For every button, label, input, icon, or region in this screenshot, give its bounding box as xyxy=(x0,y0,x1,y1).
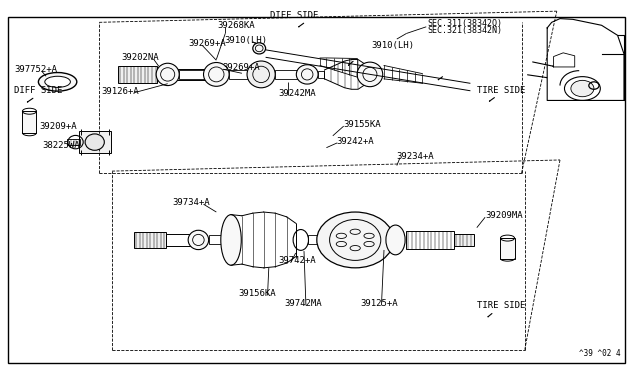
Bar xyxy=(406,231,454,249)
Text: SEC.321(38342N): SEC.321(38342N) xyxy=(428,26,502,35)
Text: 397752+A: 397752+A xyxy=(14,65,57,74)
Ellipse shape xyxy=(188,230,209,250)
Text: 39734+A: 39734+A xyxy=(173,198,211,207)
Text: 39269+A: 39269+A xyxy=(189,39,227,48)
Bar xyxy=(79,131,111,153)
Bar xyxy=(134,232,166,248)
Ellipse shape xyxy=(38,73,77,91)
Text: 39742+A: 39742+A xyxy=(278,256,316,265)
Ellipse shape xyxy=(247,61,275,88)
Ellipse shape xyxy=(317,212,394,268)
Text: 39242+A: 39242+A xyxy=(336,137,374,146)
Bar xyxy=(157,69,218,80)
Text: 39209+A: 39209+A xyxy=(40,122,77,131)
Text: 39269+A: 39269+A xyxy=(223,63,260,72)
Text: DIFF SIDE: DIFF SIDE xyxy=(14,86,63,95)
Text: 38225WA: 38225WA xyxy=(42,141,80,150)
Bar xyxy=(67,139,80,145)
Bar xyxy=(118,66,157,83)
Text: 39155KA: 39155KA xyxy=(344,120,381,129)
Bar xyxy=(209,235,231,244)
Bar xyxy=(229,70,255,79)
Text: 3910(LH): 3910(LH) xyxy=(224,36,267,45)
Text: 3910(LH): 3910(LH) xyxy=(371,41,414,50)
Ellipse shape xyxy=(571,80,594,97)
Ellipse shape xyxy=(204,62,229,86)
Text: 39156KA: 39156KA xyxy=(238,289,276,298)
Text: 39234+A: 39234+A xyxy=(397,152,435,161)
Bar xyxy=(22,111,36,133)
Text: 39126+A: 39126+A xyxy=(101,87,139,96)
Ellipse shape xyxy=(156,63,179,86)
Bar xyxy=(166,234,195,246)
Text: ^39 ^02 4: ^39 ^02 4 xyxy=(579,349,621,358)
Bar xyxy=(179,70,211,79)
Ellipse shape xyxy=(296,65,318,84)
Ellipse shape xyxy=(357,62,383,87)
Ellipse shape xyxy=(253,43,266,54)
Ellipse shape xyxy=(85,134,104,150)
Text: 39242MA: 39242MA xyxy=(278,89,316,98)
Bar xyxy=(318,71,324,78)
Text: TIRE SIDE: TIRE SIDE xyxy=(477,301,525,310)
Ellipse shape xyxy=(221,215,241,265)
Ellipse shape xyxy=(386,225,405,255)
Text: 39202NA: 39202NA xyxy=(122,53,159,62)
Text: SEC.311(38342Q): SEC.311(38342Q) xyxy=(428,19,502,28)
Text: DIFF SIDE: DIFF SIDE xyxy=(270,11,319,20)
Text: 39209MA: 39209MA xyxy=(485,211,523,220)
Text: 39742MA: 39742MA xyxy=(285,299,323,308)
Text: 39125+A: 39125+A xyxy=(360,299,398,308)
Ellipse shape xyxy=(45,76,70,87)
Text: TIRE SIDE: TIRE SIDE xyxy=(477,86,525,94)
Bar xyxy=(308,235,334,244)
Bar xyxy=(454,234,474,246)
Bar xyxy=(275,70,301,79)
Text: 39268KA: 39268KA xyxy=(218,21,255,30)
Bar xyxy=(500,238,515,259)
